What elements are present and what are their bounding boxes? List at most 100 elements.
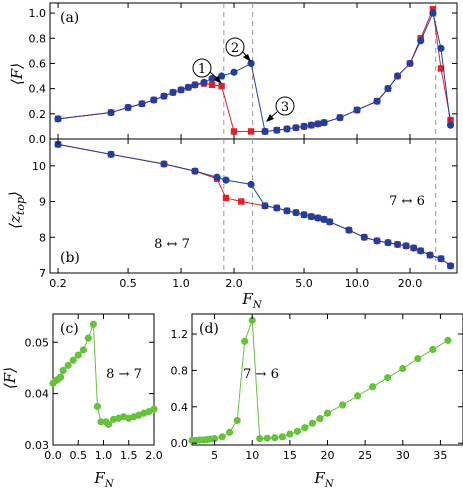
point-a-1-19 bbox=[300, 122, 308, 131]
point-a-0-30 bbox=[429, 6, 437, 13]
xtick-label-d-4: 25 bbox=[358, 449, 372, 462]
point-b-1-0 bbox=[54, 140, 62, 148]
point-b-1-18 bbox=[373, 237, 381, 245]
point-a-0-32 bbox=[447, 116, 454, 124]
ytick-label-c-0: 0.03 bbox=[25, 439, 50, 452]
point-c-0-14 bbox=[104, 420, 113, 429]
point-a-1-17 bbox=[283, 125, 291, 133]
ytick-label-c-1: 0.04 bbox=[25, 388, 50, 401]
panel-c-label: (c) bbox=[60, 321, 79, 337]
point-a-1-0 bbox=[54, 115, 62, 123]
point-d-0-25 bbox=[384, 374, 392, 382]
point-d-0-27 bbox=[414, 354, 422, 363]
xtick-label-b-5: 10.0 bbox=[345, 277, 370, 290]
series-line-d-0 bbox=[192, 320, 449, 441]
point-d-0-26 bbox=[399, 364, 407, 373]
point-b-1-6 bbox=[247, 180, 255, 188]
xtick-label-b-3: 2.0 bbox=[225, 277, 243, 290]
point-a-1-27 bbox=[393, 72, 402, 80]
point-d-0-20 bbox=[316, 415, 324, 423]
point-b-0-6 bbox=[238, 198, 245, 205]
panel-b-ylabel: ⟨ztop⟩ bbox=[6, 191, 27, 229]
point-a-1-13 bbox=[230, 68, 238, 76]
point-a-1-12 bbox=[217, 72, 226, 80]
ytick-label-a-4: 0.8 bbox=[29, 32, 47, 45]
point-c-0-10 bbox=[89, 320, 97, 328]
xtick-label-d-0: 5 bbox=[211, 449, 218, 462]
point-d-0-17 bbox=[293, 427, 301, 435]
point-d-0-21 bbox=[323, 409, 332, 417]
point-a-1-15 bbox=[261, 127, 269, 136]
data-layer bbox=[49, 6, 455, 445]
point-a-1-22 bbox=[320, 119, 328, 127]
point-c-0-12 bbox=[97, 418, 105, 426]
point-d-0-24 bbox=[369, 383, 377, 391]
panel-a-ylabel: ⟨F⟩ bbox=[8, 63, 26, 85]
point-b-1-19 bbox=[384, 239, 392, 247]
point-b-1-23 bbox=[417, 247, 425, 255]
ytick-label-a-3: 0.6 bbox=[29, 57, 47, 70]
xtick-label-d-1: 10 bbox=[245, 449, 259, 462]
ytick-label-a-1: 0.2 bbox=[29, 108, 47, 121]
point-d-0-12 bbox=[256, 435, 264, 443]
point-b-1-2 bbox=[160, 160, 168, 168]
point-b-1-10 bbox=[292, 209, 300, 217]
point-b-1-5 bbox=[222, 176, 230, 184]
point-b-1-11 bbox=[300, 211, 308, 219]
panel-a-ylabel-text: ⟨F⟩ bbox=[8, 63, 26, 85]
point-c-0-6 bbox=[69, 356, 77, 364]
annotation-3: 3 bbox=[266, 96, 295, 122]
xtick-label-c-3: 1.5 bbox=[120, 449, 138, 462]
point-a-1-5 bbox=[160, 92, 168, 100]
annotation-2-text: 2 bbox=[231, 41, 239, 56]
ytick-label-d-3: 1.2 bbox=[171, 328, 189, 341]
xtick-label-d-2: 15 bbox=[283, 449, 297, 462]
point-d-0-10 bbox=[241, 337, 249, 345]
point-b-1-20 bbox=[393, 240, 402, 249]
point-a-1-8 bbox=[184, 83, 192, 91]
point-a-1-7 bbox=[177, 86, 185, 94]
point-b-1-22 bbox=[410, 244, 418, 252]
point-a-1-29 bbox=[417, 37, 425, 45]
point-c-0-4 bbox=[59, 366, 67, 375]
point-b-1-21 bbox=[402, 242, 410, 250]
annotation-8-7: 8 ↔ 7 bbox=[154, 237, 190, 252]
point-b-1-13 bbox=[314, 214, 322, 222]
panel-b-xlabel: FN bbox=[241, 290, 262, 311]
annotation-1: 1 bbox=[192, 58, 222, 84]
annotation-3-text: 3 bbox=[281, 100, 289, 115]
point-a-0-13 bbox=[230, 128, 238, 135]
point-d-0-15 bbox=[278, 433, 286, 441]
series-line-a-0 bbox=[57, 7, 452, 132]
annotation-2: 2 bbox=[225, 37, 251, 62]
ytick-label-a-2: 0.4 bbox=[29, 83, 47, 96]
point-c-0-23 bbox=[150, 405, 158, 413]
point-b-1-9 bbox=[283, 207, 291, 215]
point-c-0-7 bbox=[74, 351, 82, 359]
ytick-label-d-1: 0.4 bbox=[171, 401, 189, 414]
point-d-0-29 bbox=[444, 336, 452, 344]
ytick-label-b-2: 9 bbox=[39, 196, 46, 209]
panel-c-ylabel: ⟨F⟩ bbox=[1, 367, 19, 389]
point-c-0-8 bbox=[79, 346, 87, 354]
xtick-label-b-2: 1.0 bbox=[172, 277, 190, 290]
point-b-1-24 bbox=[426, 251, 434, 259]
xtick-label-b-6: 20.0 bbox=[398, 277, 423, 290]
point-a-1-31 bbox=[437, 44, 445, 52]
xtick-label-b-4: 5.0 bbox=[295, 277, 313, 290]
point-a-1-3 bbox=[138, 100, 146, 108]
point-b-1-14 bbox=[320, 215, 328, 223]
point-d-0-9 bbox=[233, 416, 241, 425]
panel-a-label: (a) bbox=[60, 10, 79, 26]
point-a-1-25 bbox=[373, 97, 381, 105]
point-b-1-15 bbox=[326, 218, 334, 226]
point-d-0-18 bbox=[301, 424, 309, 432]
panel-c-ylabel-text: ⟨F⟩ bbox=[1, 367, 19, 389]
panel-d-xlabel: FN bbox=[313, 469, 334, 490]
point-a-1-9 bbox=[191, 81, 199, 89]
ytick-label-b-0: 7 bbox=[39, 267, 46, 280]
series-line-a-1 bbox=[57, 11, 452, 132]
point-b-1-4 bbox=[213, 173, 221, 181]
point-a-1-6 bbox=[169, 88, 177, 97]
ytick-label-d-2: 0.8 bbox=[171, 364, 189, 377]
